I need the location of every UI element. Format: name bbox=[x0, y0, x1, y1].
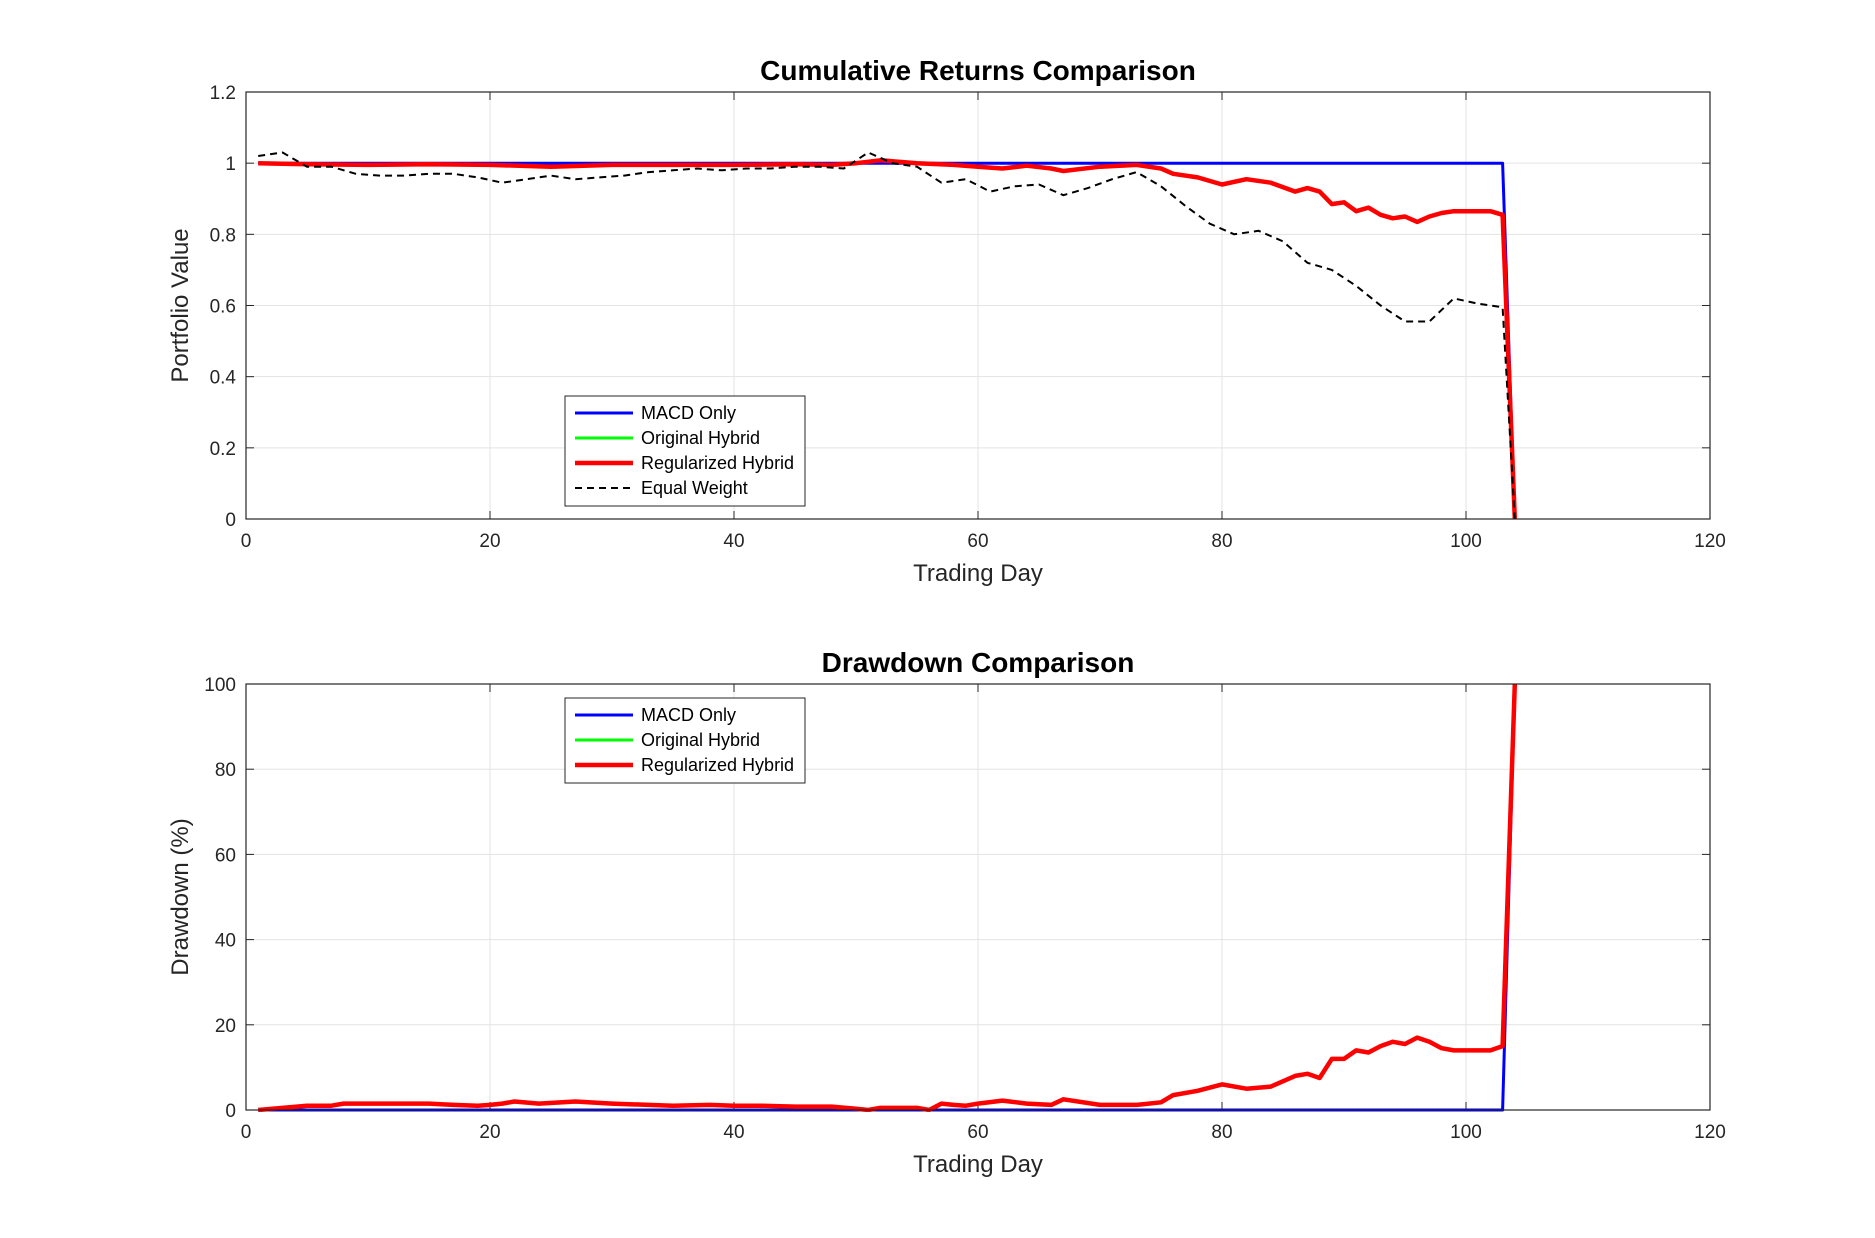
series-line-regularized-hybrid bbox=[258, 158, 1518, 520]
x-tick-label: 20 bbox=[479, 531, 500, 552]
legend-label: Regularized Hybrid bbox=[641, 453, 794, 473]
x-tick-label: 0 bbox=[241, 531, 252, 552]
chart-title: Drawdown Comparison bbox=[822, 647, 1135, 678]
x-tick-label: 100 bbox=[1450, 531, 1482, 552]
y-axis-label: Portfolio Value bbox=[167, 228, 194, 382]
series-line-regularized-hybrid bbox=[258, 683, 1518, 1112]
legend-label: Original Hybrid bbox=[641, 428, 760, 448]
legend: MACD Only Original Hybrid Regularized Hybr… bbox=[564, 697, 806, 784]
axes-box bbox=[245, 91, 1711, 520]
y-tick-label: 0 bbox=[225, 510, 236, 531]
x-tick-label: 80 bbox=[1211, 1122, 1232, 1143]
y-tick-label: 1.2 bbox=[210, 83, 236, 104]
y-tick-label: 20 bbox=[215, 1016, 236, 1037]
x-tick-label: 60 bbox=[967, 1122, 988, 1143]
legend: MACD Only Original Hybrid Regularized Hybr… bbox=[564, 395, 806, 507]
y-tick-label: 0.6 bbox=[210, 297, 236, 318]
legend-label: MACD Only bbox=[641, 705, 736, 725]
x-tick-label: 60 bbox=[967, 531, 988, 552]
chart-panel-2: 0 20 40 60 80 100 120 0 20 40 60 80 100 Drawdown Comp… bbox=[167, 647, 1726, 1178]
axes-box bbox=[245, 683, 1711, 1111]
legend-label: Equal Weight bbox=[641, 478, 748, 498]
legend-label: Regularized Hybrid bbox=[641, 755, 794, 775]
x-tick-label: 120 bbox=[1694, 1122, 1726, 1143]
x-tick-label: 20 bbox=[479, 1122, 500, 1143]
y-tick-label: 60 bbox=[215, 845, 236, 866]
legend-label: Original Hybrid bbox=[641, 730, 760, 750]
y-tick-label: 0 bbox=[225, 1101, 236, 1122]
y-tick-label: 100 bbox=[204, 675, 236, 696]
legend-label: MACD Only bbox=[641, 403, 736, 423]
series-line-equal-weight bbox=[258, 151, 1516, 520]
chart-title: Cumulative Returns Comparison bbox=[760, 55, 1196, 86]
x-tick-label: 40 bbox=[723, 1122, 744, 1143]
y-axis-label: Drawdown (%) bbox=[167, 818, 194, 975]
x-tick-label: 100 bbox=[1450, 1122, 1482, 1143]
y-tick-label: 80 bbox=[215, 760, 236, 781]
x-axis-label: Trading Day bbox=[913, 560, 1043, 587]
y-tick-label: 1 bbox=[225, 154, 236, 175]
y-tick-label: 0.8 bbox=[210, 225, 236, 246]
y-tick-label: 0.4 bbox=[210, 368, 237, 389]
x-axis-label: Trading Day bbox=[913, 1151, 1043, 1178]
x-tick-label: 120 bbox=[1694, 531, 1726, 552]
x-tick-label: 0 bbox=[241, 1122, 252, 1143]
y-tick-label: 0.2 bbox=[210, 439, 236, 460]
y-tick-label: 40 bbox=[215, 931, 236, 952]
x-tick-label: 40 bbox=[723, 531, 744, 552]
chart-panel-1: 0 20 40 60 80 100 120 0 0.2 0.4 0.6 0.8 1 1.2 Cumulati… bbox=[167, 55, 1726, 587]
x-tick-label: 80 bbox=[1211, 531, 1232, 552]
